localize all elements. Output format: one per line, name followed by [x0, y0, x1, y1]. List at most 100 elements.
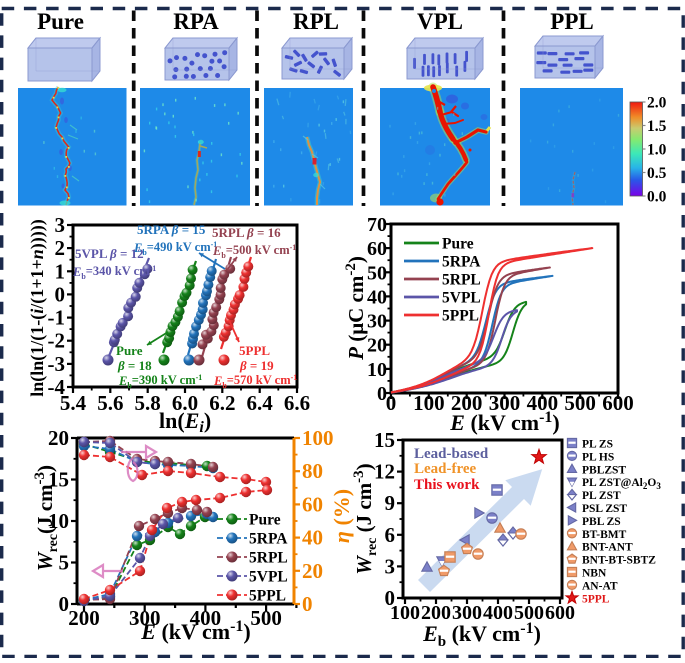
svg-text:300: 300 — [489, 391, 521, 415]
svg-text:PSL ZST: PSL ZST — [582, 503, 627, 515]
svg-text:5RPL: 5RPL — [442, 272, 481, 289]
svg-text:5PPL: 5PPL — [249, 588, 286, 605]
svg-text:600: 600 — [602, 391, 634, 415]
svg-text:5PPL: 5PPL — [442, 308, 479, 325]
svg-text:5VPL: 5VPL — [442, 290, 481, 307]
svg-text:12: 12 — [374, 460, 395, 484]
svg-text:0.5: 0.5 — [647, 165, 667, 182]
svg-text:6.2: 6.2 — [209, 391, 235, 415]
svg-text:Lead-free: Lead-free — [414, 461, 477, 477]
svg-text:-1: -1 — [48, 306, 66, 330]
svg-text:200: 200 — [451, 391, 483, 415]
svg-text:15: 15 — [374, 428, 395, 452]
svg-text:BNT-ANT: BNT-ANT — [582, 542, 633, 554]
svg-text:100: 100 — [390, 602, 420, 624]
svg-text:80: 80 — [302, 459, 323, 483]
svg-text:20: 20 — [367, 335, 387, 357]
svg-text:9: 9 — [385, 491, 396, 515]
svg-text:β = 19: β = 19 — [239, 358, 274, 373]
svg-text:300: 300 — [452, 602, 482, 624]
svg-text:6.4: 6.4 — [247, 391, 274, 415]
svg-text:60: 60 — [302, 492, 323, 516]
svg-text:60: 60 — [367, 238, 387, 260]
svg-text:AN-AT: AN-AT — [582, 580, 618, 592]
svg-text:Eb=340 kV cm-1: Eb=340 kV cm-1 — [72, 264, 156, 281]
svg-text:0: 0 — [59, 592, 70, 616]
svg-text:β = 18: β = 18 — [117, 358, 152, 373]
svg-text:Eb=490 kV cm-1: Eb=490 kV cm-1 — [133, 240, 217, 257]
svg-text:1: 1 — [55, 259, 66, 283]
svg-text:500: 500 — [514, 602, 544, 624]
svg-text:10: 10 — [48, 509, 69, 533]
svg-text:0: 0 — [385, 586, 396, 610]
svg-text:5VPL β = 12: 5VPL β = 12 — [75, 246, 144, 261]
svg-text:PL ZS: PL ZS — [582, 439, 613, 451]
svg-text:30: 30 — [367, 311, 387, 333]
svg-text:Eb=500 kV cm-1: Eb=500 kV cm-1 — [212, 243, 296, 260]
svg-text:500: 500 — [564, 391, 596, 415]
svg-text:Pure: Pure — [37, 9, 84, 34]
svg-text:1.5: 1.5 — [647, 118, 667, 135]
svg-text:Lead-based: Lead-based — [414, 446, 489, 462]
svg-text:RPA: RPA — [173, 9, 219, 34]
svg-text:ln(Ei): ln(Ei) — [159, 408, 211, 436]
svg-text:VPL: VPL — [417, 9, 463, 34]
svg-text:PBLZST: PBLZST — [582, 464, 626, 476]
svg-text:E (kV cm-1): E (kV cm-1) — [140, 618, 251, 644]
svg-text:400: 400 — [483, 602, 513, 624]
svg-text:1.0: 1.0 — [647, 142, 667, 159]
svg-text:400: 400 — [190, 606, 222, 630]
svg-text:This work: This work — [414, 477, 480, 493]
svg-text:15: 15 — [48, 468, 69, 492]
svg-text:5PPL: 5PPL — [239, 343, 270, 358]
svg-text:10: 10 — [367, 359, 387, 381]
svg-text:PBL ZS: PBL ZS — [582, 516, 621, 528]
svg-text:0: 0 — [302, 592, 313, 616]
svg-text:BNT-BT-SBTZ: BNT-BT-SBTZ — [582, 555, 656, 567]
svg-text:5.6: 5.6 — [97, 391, 123, 415]
svg-text:5: 5 — [59, 551, 70, 575]
svg-text:0: 0 — [386, 391, 397, 415]
svg-text:6: 6 — [385, 523, 396, 547]
svg-text:300: 300 — [129, 606, 161, 630]
svg-text:PL HS: PL HS — [582, 451, 614, 463]
svg-text:5RPL: 5RPL — [249, 550, 288, 567]
svg-text:20: 20 — [48, 426, 69, 450]
svg-text:PL ZST@Al2O3: PL ZST@Al2O3 — [582, 477, 661, 491]
svg-text:2.0: 2.0 — [647, 95, 667, 112]
svg-text:40: 40 — [367, 286, 387, 308]
svg-text:3: 3 — [55, 213, 66, 237]
svg-text:20: 20 — [302, 559, 323, 583]
svg-text:RPL: RPL — [293, 9, 339, 34]
svg-text:-4: -4 — [48, 375, 66, 399]
svg-text:3: 3 — [385, 554, 396, 578]
svg-text:40: 40 — [302, 526, 323, 550]
svg-text:ln(ln(1/(1-(i/(1+1+n))))): ln(ln(1/(1-(i/(1+1+n))))) — [27, 219, 48, 397]
svg-text:5RPA: 5RPA — [442, 254, 481, 271]
svg-text:Pure: Pure — [116, 343, 143, 358]
svg-text:Pure: Pure — [442, 236, 474, 253]
svg-text:-3: -3 — [48, 352, 66, 376]
svg-text:P (μC cm-2): P (μC cm-2) — [343, 256, 368, 361]
svg-text:6.6: 6.6 — [284, 391, 310, 415]
svg-text:50: 50 — [367, 262, 387, 284]
svg-text:100: 100 — [302, 426, 334, 450]
svg-text:2: 2 — [55, 236, 66, 260]
svg-text:5.8: 5.8 — [135, 391, 161, 415]
svg-text:0.0: 0.0 — [647, 189, 667, 206]
svg-text:5PPL: 5PPL — [582, 593, 610, 605]
svg-text:PPL: PPL — [550, 9, 593, 34]
svg-text:Eb=390 kV cm-1: Eb=390 kV cm-1 — [118, 373, 202, 390]
svg-text:BT-BMT: BT-BMT — [582, 529, 627, 541]
svg-text:0: 0 — [377, 383, 387, 405]
svg-text:400: 400 — [527, 391, 559, 415]
svg-text:0: 0 — [55, 282, 66, 306]
svg-text:5RPA: 5RPA — [249, 531, 288, 548]
svg-text:200: 200 — [68, 606, 100, 630]
svg-text:Eb (kV cm-1): Eb (kV cm-1) — [422, 620, 541, 650]
svg-text:Wrec (J cm-3): Wrec (J cm-3) — [351, 463, 380, 574]
svg-text:200: 200 — [421, 602, 451, 624]
svg-text:E (kV cm-1): E (kV cm-1) — [449, 409, 560, 435]
svg-text:70: 70 — [367, 214, 387, 236]
svg-text:5.4: 5.4 — [60, 391, 87, 415]
